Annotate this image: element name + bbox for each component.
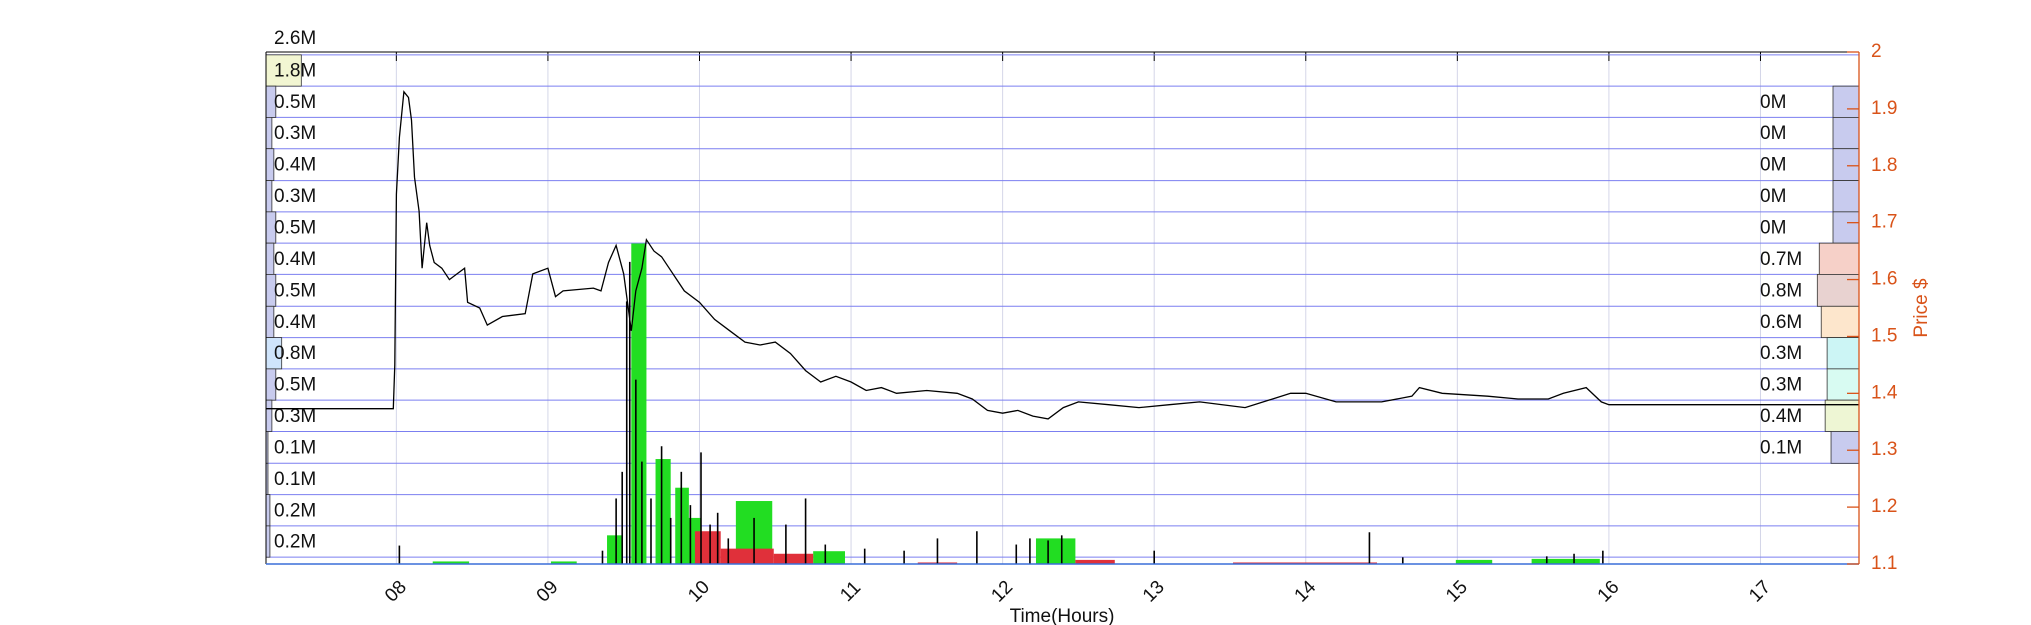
right-profile-label: 0.3M: [1760, 375, 1802, 396]
volume-bar: [813, 551, 845, 564]
volume-bar: [694, 531, 721, 564]
left-profile-bar: [265, 399, 273, 432]
y-tick-label: 2: [1871, 41, 1882, 62]
volume-bar: [1075, 559, 1115, 564]
y-tick-label: 1.3: [1871, 439, 1897, 460]
x-tick-label: 15: [1442, 577, 1472, 607]
right-profile-bar: [1832, 211, 1860, 244]
y-tick-label: 1.7: [1871, 212, 1897, 233]
volume-bar: [1531, 558, 1600, 564]
left-profile-bar: [265, 148, 275, 181]
left-profile-label: 0.4M: [274, 155, 316, 176]
volume-bar: [720, 548, 774, 564]
volume-bar: [432, 561, 470, 564]
right-profile-label: 0.8M: [1760, 280, 1802, 301]
left-profile-label: 0.4M: [274, 249, 316, 270]
y-tick-label: 1.5: [1871, 325, 1897, 346]
x-tick-label: 14: [1291, 576, 1321, 606]
right-profile-bar: [1832, 117, 1860, 150]
right-profile-label: 0.6M: [1760, 312, 1802, 333]
left-profile-label: 0.2M: [274, 532, 316, 553]
right-profile-label: 0M: [1760, 218, 1786, 239]
right-profile-bar: [1832, 85, 1860, 118]
left-profile-label: 0.5M: [274, 375, 316, 396]
volume-bar: [1035, 538, 1076, 564]
right-profile-bar: [1832, 180, 1860, 213]
x-axis-label: Time(Hours): [1010, 606, 1115, 625]
right-profile-bar: [1818, 242, 1860, 275]
left-profile-label: 0.5M: [274, 92, 316, 113]
y-tick-label: 1.6: [1871, 269, 1897, 290]
volume-bar: [550, 561, 577, 564]
right-profile-label: 0.3M: [1760, 343, 1802, 364]
volume-bar: [655, 459, 671, 564]
left-profile-bar: [265, 54, 302, 87]
x-tick-label: 17: [1745, 577, 1775, 607]
left-profile-label: 0.5M: [274, 218, 316, 239]
price-line: [266, 90, 1859, 420]
left-profile-label: 0.5M: [274, 280, 316, 301]
left-profile-label: 0.8M: [274, 343, 316, 364]
y-tick-label: 1.8: [1871, 155, 1897, 176]
scale-label: 2.6M: [274, 28, 316, 49]
y-tick-label: 1.1: [1871, 553, 1897, 574]
left-profile-bar: [265, 242, 275, 275]
right-profile-bar: [1832, 148, 1860, 181]
x-tick-label: 09: [533, 577, 563, 607]
left-profile-bar: [265, 305, 275, 338]
y-tick-label: 1.9: [1871, 98, 1897, 119]
left-profile-label: 0.3M: [274, 186, 316, 207]
right-profile-label: 0.4M: [1760, 406, 1802, 427]
left-profile-label: 0.1M: [274, 437, 316, 458]
right-profile-label: 0.1M: [1760, 437, 1802, 458]
x-tick-label: 08: [381, 577, 411, 607]
right-profile-label: 0M: [1760, 155, 1786, 176]
right-profile-bar: [1826, 337, 1860, 370]
left-profile-bar: [265, 117, 273, 150]
left-profile-bar: [265, 525, 271, 558]
right-profile-label: 0M: [1760, 123, 1786, 144]
x-tick-label: 12: [987, 577, 1017, 607]
left-profile-label: 0.2M: [274, 500, 316, 521]
right-profile-bar: [1820, 305, 1860, 338]
volume-bar: [773, 553, 814, 564]
volume-bar: [1233, 562, 1378, 564]
left-profile-bar: [265, 494, 271, 527]
volume-bar: [1455, 559, 1493, 564]
left-profile-label: 1.8M: [274, 61, 316, 82]
right-profile-label: 0M: [1760, 186, 1786, 207]
left-profile-label: 0.1M: [274, 469, 316, 490]
left-profile-label: 0.4M: [274, 312, 316, 333]
left-profile-label: 0.3M: [274, 406, 316, 427]
left-profile-bar: [265, 180, 273, 213]
x-tick-label: 16: [1594, 577, 1624, 607]
y-axis-label: Price $: [1911, 278, 1932, 338]
right-profile-bar: [1826, 368, 1860, 401]
x-tick-label: 10: [684, 577, 714, 607]
y-tick-label: 1.2: [1871, 496, 1897, 517]
right-profile-label: 0M: [1760, 92, 1786, 113]
x-tick-label: 13: [1139, 577, 1169, 607]
right-profile-label: 0.7M: [1760, 249, 1802, 270]
x-tick-label: 11: [836, 577, 865, 606]
volume-bar: [631, 243, 647, 564]
volume-bar: [607, 535, 623, 564]
left-profile-label: 0.3M: [274, 123, 316, 144]
right-profile-bar: [1830, 431, 1860, 464]
y-tick-label: 1.4: [1871, 382, 1898, 403]
